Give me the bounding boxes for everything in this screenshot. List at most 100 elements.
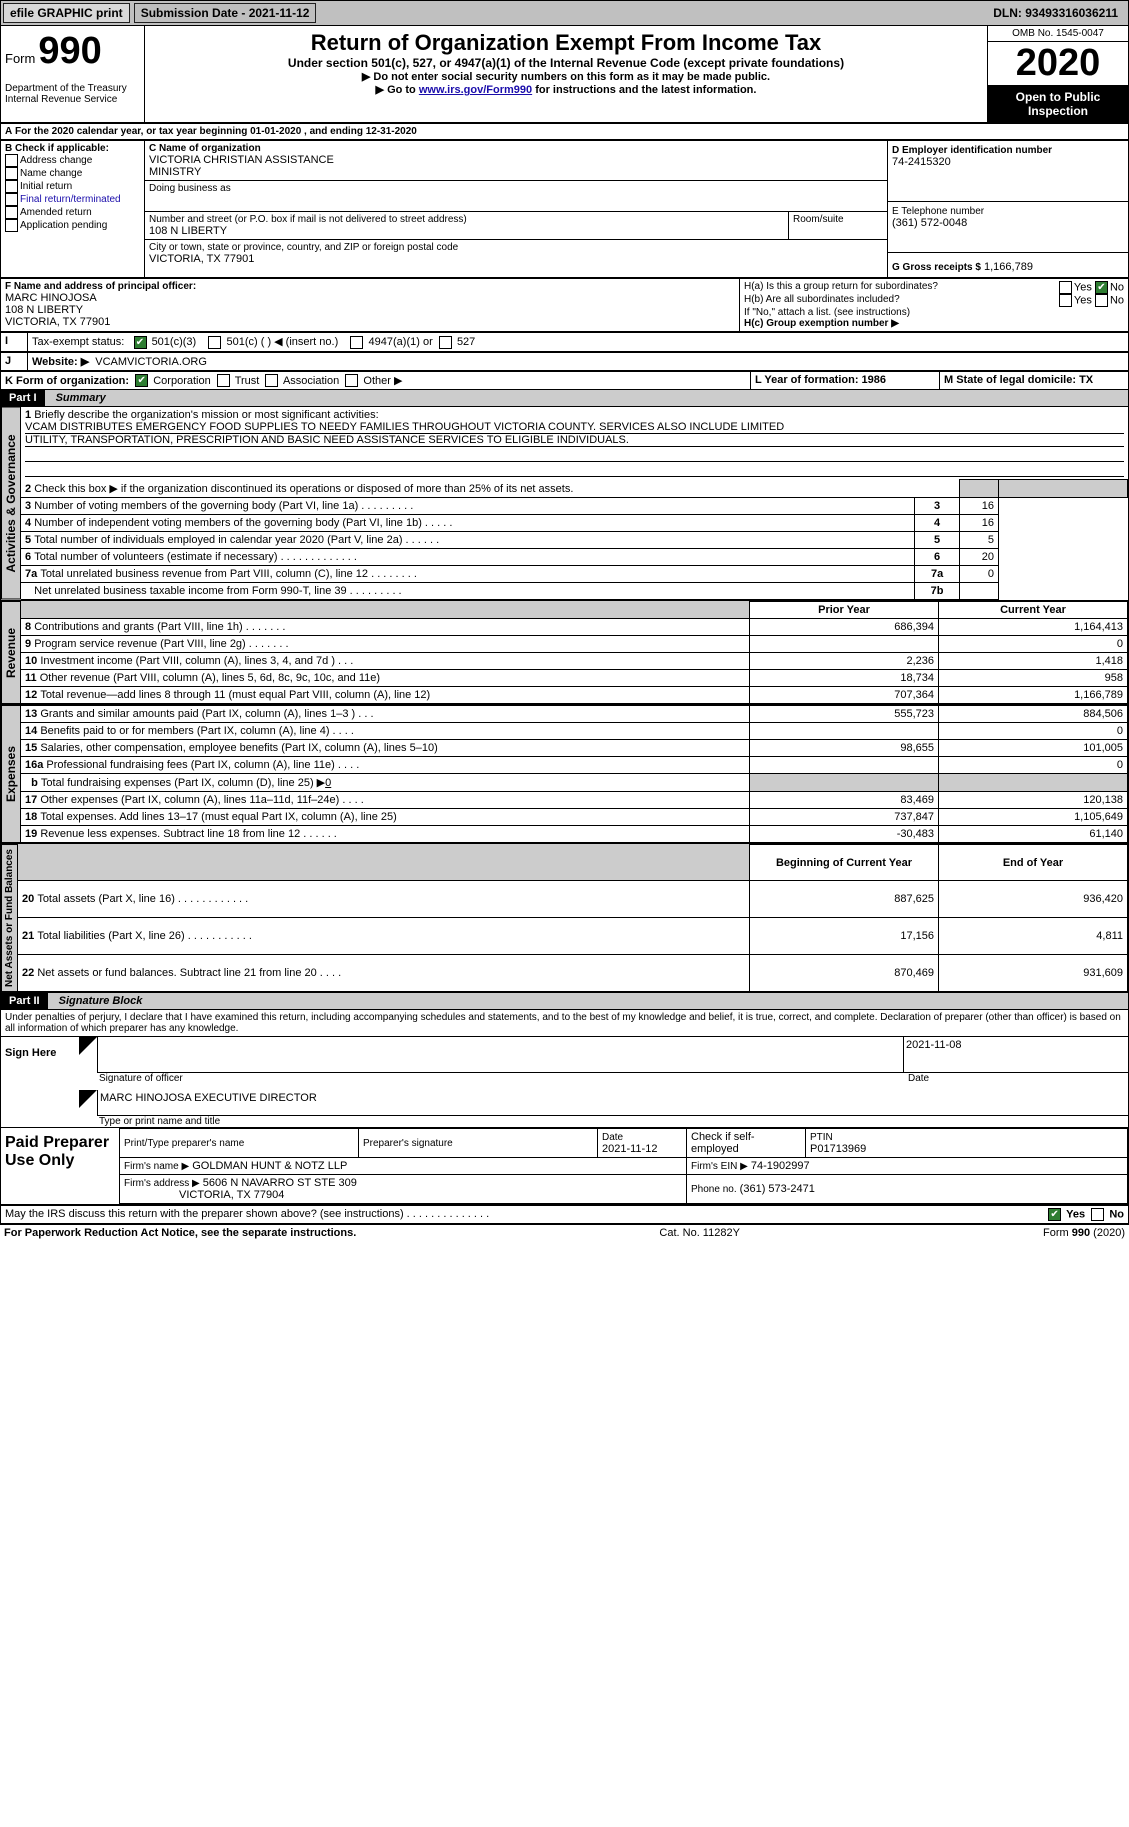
dept-treasury: Department of the Treasury [5,83,140,94]
p12: 707,364 [750,686,939,703]
org-name-1: VICTORIA CHRISTIAN ASSISTANCE [149,154,883,166]
p19: -30,483 [750,825,939,842]
tab-revenue: Revenue [1,601,21,704]
line7b: Net unrelated business taxable income fr… [34,585,401,597]
tab-net-assets: Net Assets or Fund Balances [1,844,18,992]
line16a: Professional fundraising fees (Part IX, … [46,759,359,771]
line21: Total liabilities (Part X, line 26) . . … [37,930,252,942]
firm-label: Firm's name ▶ [124,1161,189,1172]
c11: 958 [939,669,1128,686]
hdr-prior: Prior Year [750,601,939,618]
e-label: E Telephone number [892,206,1124,217]
line8: Contributions and grants (Part VIII, lin… [34,621,285,633]
tab-expenses: Expenses [1,705,21,843]
room-label: Room/suite [788,212,887,239]
irs-link[interactable]: www.irs.gov/Form990 [419,84,532,96]
d-label: D Employer identification number [892,145,1124,156]
m-state: M State of legal domicile: TX [944,374,1093,386]
hdr-beg: Beginning of Current Year [750,844,939,881]
dept-irs: Internal Revenue Service [5,94,140,105]
v3: 16 [960,497,999,514]
ck-527[interactable] [439,336,452,349]
line18: Total expenses. Add lines 13–17 (must eq… [40,811,396,823]
org-city: VICTORIA, TX 77901 [149,253,883,265]
ha-no[interactable]: No [1110,281,1124,293]
line3: Number of voting members of the governin… [34,500,413,512]
hdr-curr: Current Year [939,601,1128,618]
website-value: VCAMVICTORIA.ORG [95,356,207,368]
c12: 1,166,789 [939,686,1128,703]
line14: Benefits paid to or for members (Part IX… [40,725,354,737]
paid-preparer-label: Paid Preparer Use Only [1,1128,119,1204]
part1-bar: Part I [1,390,45,406]
efile-print-button[interactable]: efile GRAPHIC print [3,3,130,23]
goto-prefix: ▶ Go to [376,84,419,96]
discuss-yes[interactable]: ✔ [1048,1208,1061,1221]
v5: 5 [960,531,999,548]
line20: Total assets (Part X, line 16) . . . . .… [37,893,248,905]
foot-formno: Form 990 (2020) [1043,1227,1125,1239]
ck-trust[interactable] [217,374,230,387]
ha-yes[interactable]: Yes [1074,281,1092,293]
p20: 887,625 [750,881,939,918]
line-a-period: A For the 2020 calendar year, or tax yea… [1,124,1128,139]
phone-value: (361) 572-0048 [892,217,1124,229]
tab-activities-governance: Activities & Governance [1,407,21,600]
ck-assoc[interactable] [265,374,278,387]
h-c: H(c) Group exemption number ▶ [744,318,1124,329]
part1-title: Summary [48,390,114,406]
ck-name-change[interactable]: Name change [5,167,140,180]
dba-label: Doing business as [149,183,883,194]
p10: 2,236 [750,652,939,669]
p15: 98,655 [750,739,939,756]
fphone-value: (361) 573-2471 [740,1183,815,1195]
c16a: 0 [939,756,1128,773]
ck-address-change[interactable]: Address change [5,154,140,167]
part2-title: Signature Block [51,993,151,1009]
perjury-text: Under penalties of perjury, I declare th… [0,1010,1129,1037]
ck-corp[interactable]: ✔ [135,374,148,387]
open-inspection: Open to Public Inspection [988,86,1128,122]
ck-amended[interactable]: Amended return [5,206,140,219]
ps-label: Preparer's signature [363,1138,453,1149]
officer-name: MARC HINOJOSA [5,292,735,304]
sign-arrow-icon [79,1037,97,1055]
ck-final-return[interactable]: Final return/terminated [5,193,140,206]
ck-4947[interactable] [350,336,363,349]
ck-501c3[interactable]: ✔ [134,336,147,349]
goto-suffix: for instructions and the latest informat… [532,84,756,96]
v4: 16 [960,514,999,531]
discuss-no[interactable] [1091,1208,1104,1221]
p16a [750,756,939,773]
foot-catno: Cat. No. 11282Y [659,1227,740,1239]
line5: Total number of individuals employed in … [34,534,439,546]
p9 [750,635,939,652]
gross-receipts: 1,166,789 [984,261,1033,273]
sig-officer-label: Signature of officer [79,1073,908,1084]
ck-app-pending[interactable]: Application pending [5,219,140,232]
submission-date-button[interactable]: Submission Date - 2021-11-12 [134,3,317,23]
c17: 120,138 [939,791,1128,808]
hb-yes[interactable]: Yes [1074,294,1092,306]
c19: 61,140 [939,825,1128,842]
ck-other[interactable] [345,374,358,387]
ck-self-emp[interactable]: Check if self-employed [691,1131,755,1155]
firm-name: GOLDMAN HUNT & NOTZ LLP [192,1160,347,1172]
fein-value: 74-1902997 [751,1160,810,1172]
ck-initial-return[interactable]: Initial return [5,180,140,193]
h-b: H(b) Are all subordinates included? [744,294,1059,307]
ck-501c[interactable] [208,336,221,349]
h-a: H(a) Is this a group return for subordin… [744,281,1059,294]
line19: Revenue less expenses. Subtract line 18 … [40,828,337,840]
p22: 870,469 [750,954,939,991]
c9: 0 [939,635,1128,652]
typed-label: Type or print name and title [79,1116,1128,1127]
i-label: Tax-exempt status: [32,336,124,348]
hb-no[interactable]: No [1110,294,1124,306]
ptin-value: P01713969 [810,1143,866,1155]
foot-paperwork: For Paperwork Reduction Act Notice, see … [4,1227,356,1239]
line4: Number of independent voting members of … [34,517,452,529]
line7a: Total unrelated business revenue from Pa… [40,568,417,580]
tax-year: 2020 [988,42,1128,86]
d2-label: Date [602,1132,623,1143]
